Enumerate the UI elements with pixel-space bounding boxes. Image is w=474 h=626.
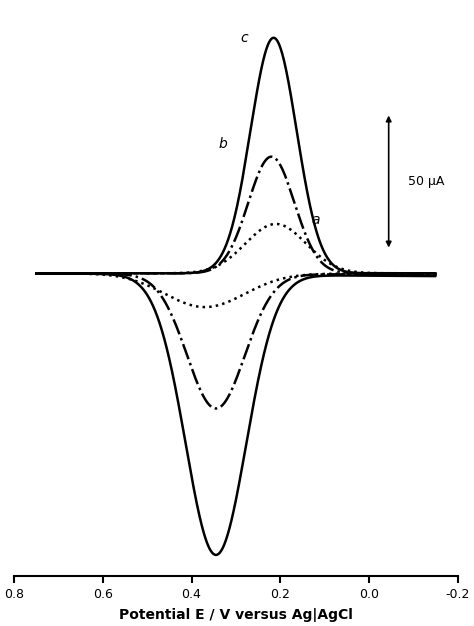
Text: c: c	[240, 31, 248, 45]
Text: b: b	[218, 136, 227, 151]
Text: a: a	[311, 213, 320, 227]
X-axis label: Potential E / V versus Ag|AgCl: Potential E / V versus Ag|AgCl	[119, 608, 353, 622]
Text: 50 μA: 50 μA	[408, 175, 444, 188]
